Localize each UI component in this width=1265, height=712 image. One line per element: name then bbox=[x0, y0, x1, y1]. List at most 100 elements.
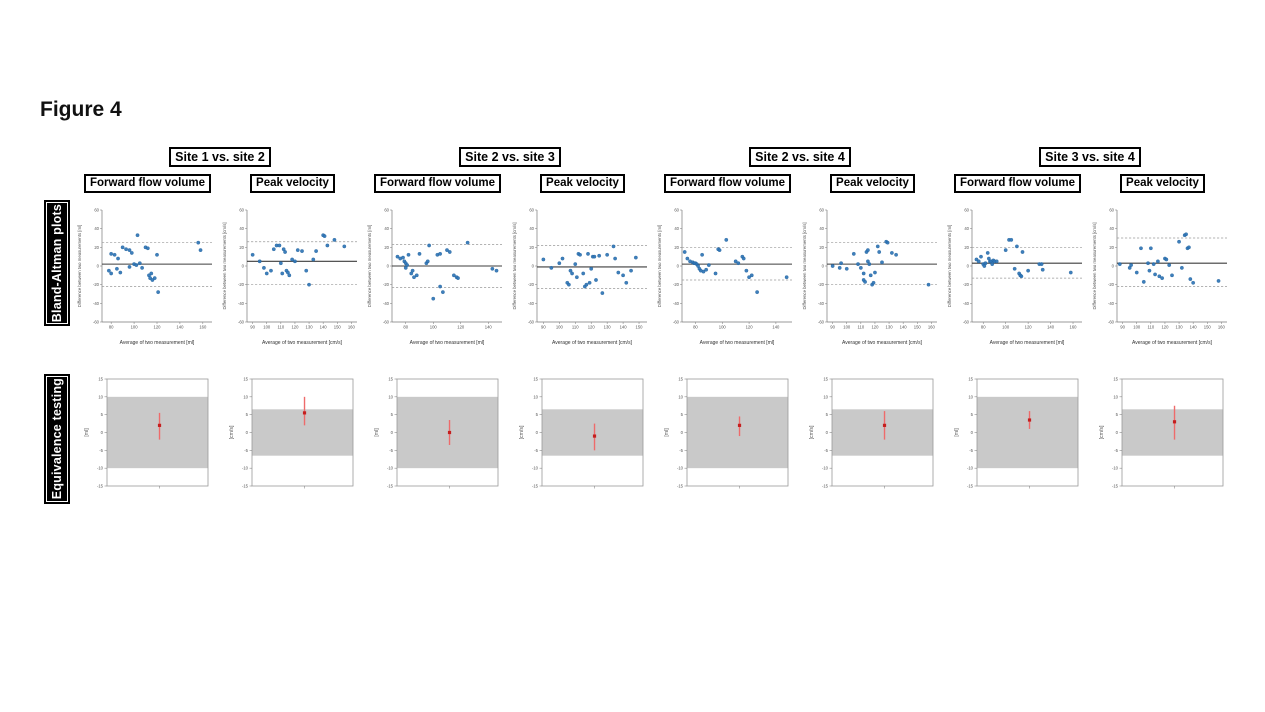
svg-text:Average of two measurement [cm: Average of two measurement [cm/s] bbox=[262, 340, 343, 346]
svg-text:160: 160 bbox=[348, 325, 356, 330]
svg-text:10: 10 bbox=[243, 394, 248, 399]
equivalence-plot: -15 -10 -5 0 5 10 15 [ml] bbox=[75, 372, 220, 502]
svg-text:10: 10 bbox=[968, 394, 973, 399]
svg-text:5: 5 bbox=[101, 412, 104, 417]
svg-text:-10: -10 bbox=[387, 466, 394, 471]
svg-text:20: 20 bbox=[529, 245, 534, 250]
svg-text:10: 10 bbox=[1113, 394, 1118, 399]
svg-text:140: 140 bbox=[900, 325, 908, 330]
svg-text:-15: -15 bbox=[387, 484, 394, 489]
svg-text:Average of two measurement [ml: Average of two measurement [ml] bbox=[700, 340, 775, 346]
svg-text:-10: -10 bbox=[242, 466, 249, 471]
svg-text:0: 0 bbox=[536, 430, 539, 435]
svg-text:60: 60 bbox=[1109, 208, 1114, 213]
bland-altman-plot: -60 -40 -20 0 20 40 60 90 100 110 120 130 140 150 160 D… bbox=[220, 200, 365, 350]
svg-text:-40: -40 bbox=[1108, 301, 1115, 306]
svg-text:0: 0 bbox=[826, 430, 829, 435]
svg-text:90: 90 bbox=[541, 325, 546, 330]
svg-text:10: 10 bbox=[98, 394, 103, 399]
svg-text:0: 0 bbox=[971, 430, 974, 435]
svg-text:40: 40 bbox=[674, 226, 679, 231]
svg-text:130: 130 bbox=[604, 325, 612, 330]
svg-text:0: 0 bbox=[677, 264, 680, 269]
svg-text:-20: -20 bbox=[528, 282, 535, 287]
svg-text:0: 0 bbox=[101, 430, 104, 435]
svg-text:100: 100 bbox=[430, 325, 438, 330]
svg-text:80: 80 bbox=[693, 325, 698, 330]
svg-text:0: 0 bbox=[387, 264, 390, 269]
svg-text:120: 120 bbox=[154, 325, 162, 330]
svg-text:90: 90 bbox=[830, 325, 835, 330]
svg-text:20: 20 bbox=[384, 245, 389, 250]
svg-text:-15: -15 bbox=[242, 484, 249, 489]
svg-text:-5: -5 bbox=[824, 448, 828, 453]
svg-text:-15: -15 bbox=[822, 484, 829, 489]
svg-text:160: 160 bbox=[199, 325, 207, 330]
svg-text:-40: -40 bbox=[673, 301, 680, 306]
svg-text:100: 100 bbox=[263, 325, 271, 330]
svg-text:[cm/s]: [cm/s] bbox=[229, 425, 235, 439]
svg-text:120: 120 bbox=[1161, 325, 1169, 330]
svg-text:-20: -20 bbox=[383, 282, 390, 287]
svg-text:Difference between two measure: Difference between two measurements [ml] bbox=[367, 225, 372, 308]
svg-text:140: 140 bbox=[176, 325, 184, 330]
svg-text:5: 5 bbox=[971, 412, 974, 417]
svg-text:40: 40 bbox=[94, 226, 99, 231]
svg-text:20: 20 bbox=[94, 245, 99, 250]
svg-text:150: 150 bbox=[334, 325, 342, 330]
svg-text:160: 160 bbox=[1218, 325, 1226, 330]
comparison-header-site2-vs-site3: Site 2 vs. site 3 bbox=[459, 147, 561, 168]
svg-text:80: 80 bbox=[981, 325, 986, 330]
svg-text:5: 5 bbox=[536, 412, 539, 417]
svg-text:-40: -40 bbox=[528, 301, 535, 306]
svg-text:0: 0 bbox=[532, 264, 535, 269]
svg-text:[cm/s]: [cm/s] bbox=[809, 425, 815, 439]
svg-text:-60: -60 bbox=[238, 320, 245, 325]
svg-text:5: 5 bbox=[681, 412, 684, 417]
comparison-header-row: Site 1 vs. site 2 Site 2 vs. site 3 Site… bbox=[75, 147, 1235, 168]
svg-text:120: 120 bbox=[291, 325, 299, 330]
svg-text:100: 100 bbox=[1133, 325, 1141, 330]
svg-text:20: 20 bbox=[819, 245, 824, 250]
svg-text:-60: -60 bbox=[528, 320, 535, 325]
svg-text:-40: -40 bbox=[818, 301, 825, 306]
svg-text:60: 60 bbox=[239, 208, 244, 213]
svg-text:0: 0 bbox=[1112, 264, 1115, 269]
svg-text:40: 40 bbox=[964, 226, 969, 231]
svg-text:15: 15 bbox=[823, 377, 828, 382]
svg-text:120: 120 bbox=[746, 325, 754, 330]
svg-text:80: 80 bbox=[109, 325, 114, 330]
svg-text:140: 140 bbox=[772, 325, 780, 330]
svg-text:15: 15 bbox=[243, 377, 248, 382]
svg-text:20: 20 bbox=[1109, 245, 1114, 250]
svg-text:140: 140 bbox=[1190, 325, 1198, 330]
equivalence-plot: -15 -10 -5 0 5 10 15 [ml] bbox=[655, 372, 800, 502]
svg-text:20: 20 bbox=[674, 245, 679, 250]
svg-text:150: 150 bbox=[636, 325, 644, 330]
svg-text:40: 40 bbox=[819, 226, 824, 231]
svg-text:-60: -60 bbox=[383, 320, 390, 325]
svg-text:-15: -15 bbox=[97, 484, 104, 489]
svg-text:-60: -60 bbox=[673, 320, 680, 325]
measure-header-row: Forward flow volume Peak velocity Forwar… bbox=[75, 174, 1235, 194]
svg-text:-5: -5 bbox=[389, 448, 393, 453]
svg-text:100: 100 bbox=[843, 325, 851, 330]
svg-text:90: 90 bbox=[250, 325, 255, 330]
svg-text:20: 20 bbox=[239, 245, 244, 250]
svg-text:-40: -40 bbox=[238, 301, 245, 306]
svg-text:-10: -10 bbox=[677, 466, 684, 471]
svg-text:60: 60 bbox=[674, 208, 679, 213]
comparison-header-site3-vs-site4: Site 3 vs. site 4 bbox=[1039, 147, 1141, 168]
comparison-header-site1-vs-site2: Site 1 vs. site 2 bbox=[169, 147, 271, 168]
equivalence-plot: -15 -10 -5 0 5 10 15 [cm/s] bbox=[800, 372, 945, 502]
svg-text:120: 120 bbox=[588, 325, 596, 330]
svg-text:160: 160 bbox=[1070, 325, 1078, 330]
comparison-header-site2-vs-site4: Site 2 vs. site 4 bbox=[749, 147, 851, 168]
svg-text:15: 15 bbox=[1113, 377, 1118, 382]
svg-text:140: 140 bbox=[320, 325, 328, 330]
svg-text:-20: -20 bbox=[93, 282, 100, 287]
measure-header-peak-velocity: Peak velocity bbox=[1120, 174, 1205, 194]
svg-text:[ml]: [ml] bbox=[954, 428, 960, 437]
row-label-equivalence-testing: Equivalence testing bbox=[44, 374, 70, 504]
bland-altman-plot: -60 -40 -20 0 20 40 60 90 100 110 120 130 140 150 160 D… bbox=[1090, 200, 1235, 350]
